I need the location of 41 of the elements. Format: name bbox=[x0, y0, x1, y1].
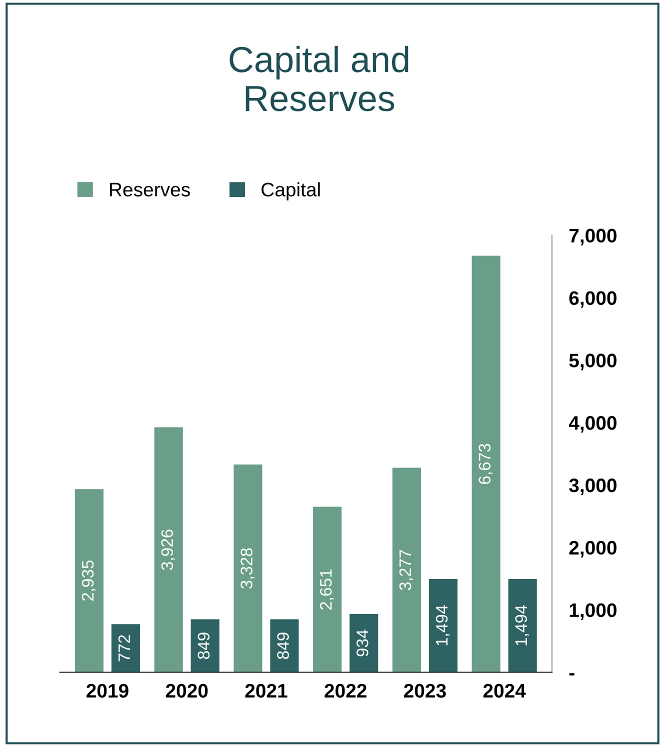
bar bbox=[111, 624, 140, 672]
y-tick-label: 7,000 bbox=[569, 228, 616, 246]
x-tick-label: 2019 bbox=[86, 684, 128, 698]
x-tick-label: 2020 bbox=[166, 684, 208, 698]
y-tick-label: 5,000 bbox=[569, 354, 616, 370]
bar bbox=[270, 619, 299, 672]
bar bbox=[508, 579, 537, 672]
bar bbox=[234, 464, 262, 672]
y-tick-label: - bbox=[569, 673, 574, 676]
data-label: 2,935 bbox=[82, 560, 96, 601]
y-tick-label: 6,000 bbox=[569, 291, 616, 308]
y-tick-label: 1,000 bbox=[570, 603, 616, 620]
data-label: 849 bbox=[277, 632, 289, 659]
data-label: 849 bbox=[198, 632, 210, 659]
chart-title: Capital and Reserves bbox=[230, 46, 408, 112]
y-tick-label: 2,000 bbox=[569, 540, 616, 558]
data-label: 6,673 bbox=[478, 444, 493, 484]
x-tick-label: 2023 bbox=[404, 684, 446, 698]
data-label: 772 bbox=[118, 635, 130, 662]
bar bbox=[392, 468, 421, 672]
data-label: 934 bbox=[356, 630, 368, 656]
data-label: 2,651 bbox=[320, 570, 334, 610]
bar bbox=[154, 427, 183, 672]
bar bbox=[313, 506, 342, 672]
x-tick-label: 2021 bbox=[245, 684, 288, 698]
bar bbox=[428, 579, 458, 672]
y-tick-label: 3,000 bbox=[569, 478, 616, 496]
data-label: 3,277 bbox=[399, 550, 414, 590]
y-tick-label: 4,000 bbox=[568, 416, 616, 433]
x-tick-label: 2022 bbox=[324, 684, 366, 698]
data-label: 1,494 bbox=[515, 605, 530, 646]
data-label: 3,328 bbox=[240, 548, 254, 589]
x-tick-label: 2024 bbox=[483, 684, 526, 698]
bar bbox=[472, 256, 500, 672]
data-label: 1,494 bbox=[436, 605, 450, 646]
bar bbox=[74, 489, 104, 672]
data-label: 3,926 bbox=[161, 530, 176, 570]
legend-label: Capital bbox=[262, 182, 320, 200]
bar bbox=[350, 614, 378, 672]
legend-label: Reserves bbox=[110, 182, 190, 196]
bar bbox=[190, 619, 220, 672]
